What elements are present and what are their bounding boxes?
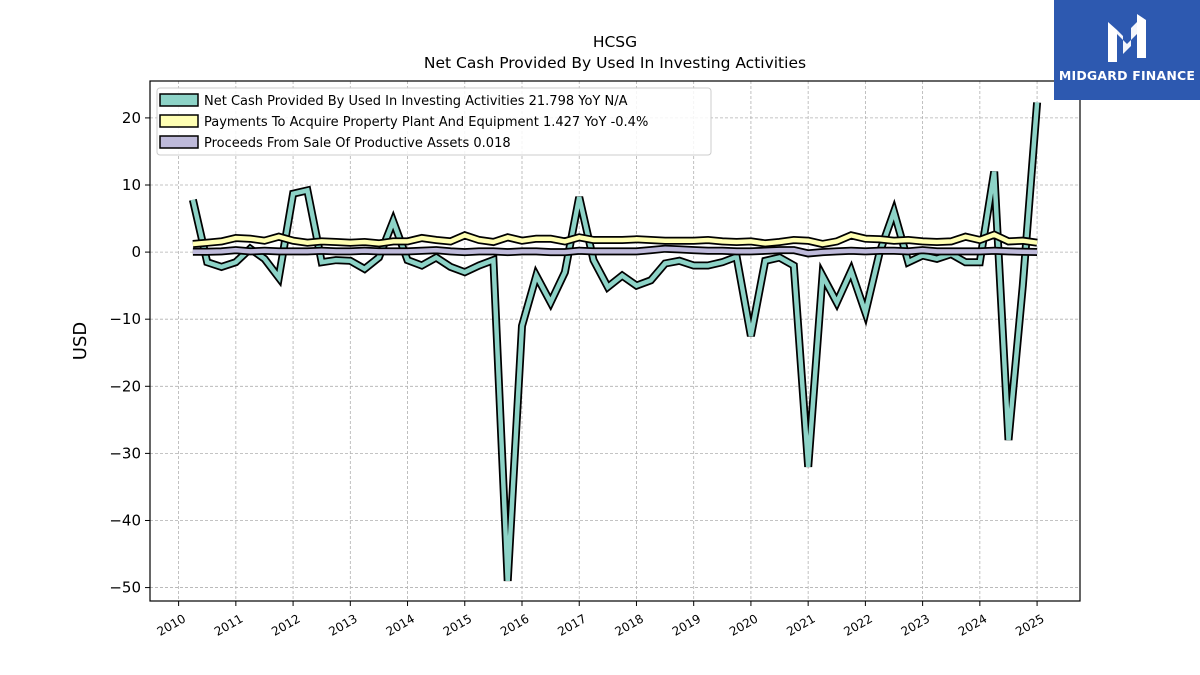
y-axis-ticks: 20 10 0 −10 −20 −30 −40 −50 <box>109 109 150 597</box>
x-tick-label: 2012 <box>269 611 302 638</box>
y-axis-label: USD <box>70 322 91 360</box>
series-proceeds <box>192 244 1038 258</box>
legend-swatch-net-cash <box>159 93 199 107</box>
series-net-cash <box>189 102 1042 582</box>
brand-logo-text: MIDGARD FINANCE <box>1058 68 1196 83</box>
legend-label-capex: Payments To Acquire Property Plant And E… <box>204 115 648 130</box>
x-tick-label: 2018 <box>613 611 646 638</box>
y-tick-label: −50 <box>109 579 141 597</box>
x-axis-ticks: 2010 2011 2012 2013 2014 2015 2016 2017 2018 2019… <box>155 601 1047 639</box>
chart-title: HCSG <box>593 33 637 51</box>
series-net-cash-outline <box>189 102 1042 582</box>
x-tick-label: 2025 <box>1013 611 1046 638</box>
plot-frame <box>149 80 1081 602</box>
series-proceeds-line <box>192 246 1038 256</box>
y-tick-label: 0 <box>131 243 141 261</box>
x-tick-label: 2021 <box>784 611 817 638</box>
series-capex <box>192 230 1038 249</box>
y-tick-label: 20 <box>122 109 141 127</box>
x-tick-label: 2017 <box>555 611 588 638</box>
x-tick-label: 2016 <box>498 611 531 638</box>
x-tick-label: 2011 <box>212 611 245 638</box>
series-capex-line <box>192 232 1038 247</box>
series-net-cash-line <box>190 102 1040 582</box>
x-tick-label: 2015 <box>441 611 474 638</box>
brand-logo: MIDGARD FINANCE <box>1054 0 1200 100</box>
legend-label-proceeds: Proceeds From Sale Of Productive Assets … <box>204 136 511 151</box>
y-tick-label: −30 <box>109 444 141 462</box>
x-tick-label: 2019 <box>670 611 703 638</box>
x-tick-label: 2023 <box>899 611 932 638</box>
x-tick-label: 2013 <box>326 611 359 638</box>
chart-subtitle: Net Cash Provided By Used In Investing A… <box>424 54 806 72</box>
legend-label-net-cash: Net Cash Provided By Used In Investing A… <box>204 94 628 109</box>
x-tick-label: 2010 <box>155 611 188 638</box>
legend: Net Cash Provided By Used In Investing A… <box>156 87 712 156</box>
y-tick-label: −40 <box>109 511 141 529</box>
legend-box <box>156 87 712 156</box>
midgard-logo-icon <box>1108 14 1146 62</box>
legend-swatch-proceeds <box>159 135 199 149</box>
x-tick-label: 2020 <box>727 611 760 638</box>
grid <box>150 81 1080 601</box>
x-tick-label: 2014 <box>384 611 417 638</box>
y-tick-label: −20 <box>109 377 141 395</box>
x-tick-label: 2024 <box>956 611 989 638</box>
y-tick-label: −10 <box>109 310 141 328</box>
y-tick-label: 10 <box>122 176 141 194</box>
legend-swatch-capex <box>159 114 199 128</box>
series-lines <box>189 102 1042 582</box>
x-tick-label: 2022 <box>841 611 874 638</box>
